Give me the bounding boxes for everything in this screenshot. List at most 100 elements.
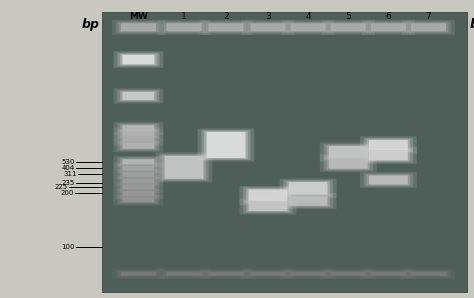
FancyBboxPatch shape [209, 23, 244, 31]
FancyBboxPatch shape [411, 23, 446, 31]
FancyBboxPatch shape [280, 179, 337, 198]
FancyBboxPatch shape [291, 272, 326, 276]
FancyBboxPatch shape [289, 196, 328, 206]
Text: 235: 235 [62, 180, 75, 186]
FancyBboxPatch shape [364, 173, 413, 187]
FancyBboxPatch shape [118, 170, 159, 179]
FancyBboxPatch shape [120, 142, 157, 150]
FancyBboxPatch shape [118, 164, 159, 173]
FancyBboxPatch shape [161, 270, 207, 278]
FancyBboxPatch shape [246, 188, 290, 202]
FancyBboxPatch shape [248, 271, 288, 277]
FancyBboxPatch shape [324, 144, 373, 160]
FancyBboxPatch shape [120, 158, 157, 165]
FancyBboxPatch shape [283, 194, 333, 208]
FancyBboxPatch shape [366, 139, 410, 151]
FancyBboxPatch shape [120, 91, 157, 101]
FancyBboxPatch shape [206, 271, 246, 277]
FancyBboxPatch shape [114, 127, 163, 140]
FancyBboxPatch shape [122, 172, 155, 177]
FancyBboxPatch shape [164, 156, 203, 179]
FancyBboxPatch shape [289, 182, 328, 195]
FancyBboxPatch shape [122, 178, 155, 183]
FancyBboxPatch shape [250, 23, 285, 31]
FancyBboxPatch shape [118, 141, 159, 151]
FancyBboxPatch shape [120, 171, 157, 178]
FancyBboxPatch shape [326, 21, 371, 33]
FancyBboxPatch shape [250, 272, 285, 276]
FancyBboxPatch shape [122, 184, 155, 190]
FancyBboxPatch shape [364, 138, 413, 152]
FancyBboxPatch shape [366, 149, 410, 162]
FancyBboxPatch shape [166, 23, 201, 31]
FancyBboxPatch shape [288, 271, 328, 277]
FancyBboxPatch shape [207, 132, 246, 158]
FancyBboxPatch shape [120, 124, 157, 132]
FancyBboxPatch shape [114, 187, 163, 199]
FancyBboxPatch shape [283, 180, 333, 197]
FancyBboxPatch shape [161, 21, 207, 33]
FancyBboxPatch shape [159, 154, 209, 181]
FancyBboxPatch shape [120, 184, 157, 190]
FancyBboxPatch shape [365, 270, 411, 278]
FancyBboxPatch shape [320, 154, 377, 172]
FancyBboxPatch shape [322, 20, 375, 35]
FancyBboxPatch shape [362, 20, 415, 35]
FancyBboxPatch shape [114, 122, 163, 135]
FancyBboxPatch shape [118, 90, 159, 102]
FancyBboxPatch shape [118, 189, 159, 198]
FancyBboxPatch shape [209, 272, 244, 276]
FancyBboxPatch shape [114, 156, 163, 168]
FancyBboxPatch shape [122, 143, 155, 149]
FancyBboxPatch shape [120, 54, 157, 65]
FancyBboxPatch shape [116, 21, 161, 33]
FancyBboxPatch shape [114, 89, 163, 103]
Text: bp: bp [469, 18, 474, 31]
FancyBboxPatch shape [114, 162, 163, 174]
FancyBboxPatch shape [122, 159, 155, 164]
FancyBboxPatch shape [203, 270, 249, 278]
FancyBboxPatch shape [327, 145, 370, 159]
FancyBboxPatch shape [245, 21, 291, 33]
FancyBboxPatch shape [162, 155, 206, 180]
FancyBboxPatch shape [118, 123, 159, 133]
FancyBboxPatch shape [118, 182, 159, 192]
FancyBboxPatch shape [206, 22, 246, 32]
FancyBboxPatch shape [157, 20, 210, 35]
FancyBboxPatch shape [360, 136, 417, 153]
FancyBboxPatch shape [164, 271, 204, 277]
Text: 5: 5 [346, 12, 351, 21]
FancyBboxPatch shape [114, 168, 163, 180]
FancyBboxPatch shape [120, 165, 157, 172]
FancyBboxPatch shape [371, 272, 406, 276]
FancyBboxPatch shape [245, 270, 291, 278]
Text: 530: 530 [62, 159, 75, 165]
FancyBboxPatch shape [369, 176, 408, 184]
FancyBboxPatch shape [114, 133, 163, 146]
FancyBboxPatch shape [118, 157, 159, 166]
FancyBboxPatch shape [365, 21, 411, 33]
FancyBboxPatch shape [327, 157, 370, 170]
FancyBboxPatch shape [282, 20, 335, 35]
FancyBboxPatch shape [362, 268, 415, 279]
FancyBboxPatch shape [118, 129, 159, 139]
FancyBboxPatch shape [326, 270, 371, 278]
FancyBboxPatch shape [243, 187, 292, 204]
Text: 404: 404 [62, 165, 75, 171]
FancyBboxPatch shape [118, 53, 159, 66]
FancyBboxPatch shape [120, 177, 157, 184]
FancyBboxPatch shape [360, 147, 417, 164]
FancyBboxPatch shape [402, 268, 455, 279]
FancyBboxPatch shape [122, 125, 155, 131]
FancyBboxPatch shape [286, 195, 330, 207]
FancyBboxPatch shape [320, 142, 377, 162]
FancyBboxPatch shape [118, 195, 159, 204]
FancyBboxPatch shape [120, 130, 157, 138]
FancyBboxPatch shape [241, 268, 294, 279]
FancyBboxPatch shape [122, 191, 155, 196]
FancyBboxPatch shape [328, 271, 368, 277]
FancyBboxPatch shape [248, 202, 287, 211]
FancyBboxPatch shape [118, 176, 159, 185]
FancyBboxPatch shape [116, 270, 161, 278]
FancyBboxPatch shape [329, 158, 368, 169]
